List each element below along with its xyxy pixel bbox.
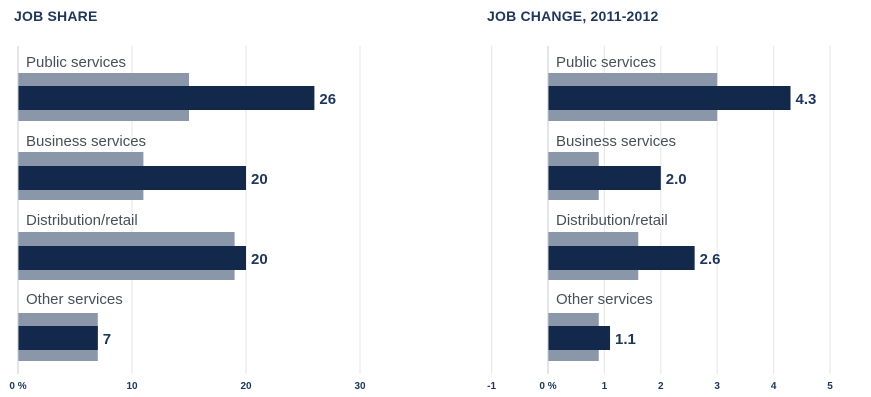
job-share-category-label-3: Other services bbox=[26, 291, 123, 308]
job-share-value-label-0: 26 bbox=[319, 91, 336, 108]
job-share-tick-label-3: 30 bbox=[354, 381, 366, 392]
job-share-tick-label-1: 10 bbox=[126, 381, 138, 392]
job-change-value-label-1: 2.0 bbox=[666, 171, 687, 188]
job-change-category-label-1: Business services bbox=[556, 133, 676, 150]
job-change-tick-label-0: -1 bbox=[487, 381, 496, 392]
job-change-tick-label-4: 3 bbox=[714, 381, 720, 392]
job-share-bar-dark-1 bbox=[18, 166, 246, 190]
job-change-bar-dark-0 bbox=[548, 86, 791, 110]
job-change-tick-label-3: 2 bbox=[658, 381, 664, 392]
job-change-value-label-3: 1.1 bbox=[615, 331, 636, 348]
job-share-value-label-2: 20 bbox=[251, 251, 268, 268]
job-share-category-label-2: Distribution/retail bbox=[26, 212, 138, 229]
job-change-tick-label-1: 0 % bbox=[539, 381, 556, 392]
job-change-bar-dark-2 bbox=[548, 246, 695, 270]
job-change-tick-label-5: 4 bbox=[771, 381, 777, 392]
job-change-tick-label-2: 1 bbox=[602, 381, 608, 392]
job-change-category-label-2: Distribution/retail bbox=[556, 212, 668, 229]
job-share-bar-dark-3 bbox=[18, 326, 98, 350]
job-share-value-label-1: 20 bbox=[251, 171, 268, 188]
job-change-bar-dark-1 bbox=[548, 166, 661, 190]
job-change-tick-label-6: 5 bbox=[827, 381, 833, 392]
job-share-value-label-3: 7 bbox=[103, 331, 111, 348]
job-share-tick-label-0: 0 % bbox=[9, 381, 26, 392]
job-change-value-label-0: 4.3 bbox=[796, 91, 817, 108]
job-share-title: JOB SHARE bbox=[14, 8, 98, 24]
job-share-bar-dark-2 bbox=[18, 246, 246, 270]
job-share-tick-label-2: 20 bbox=[240, 381, 252, 392]
job-change-category-label-3: Other services bbox=[556, 291, 653, 308]
job-change-bar-dark-3 bbox=[548, 326, 611, 350]
job-change-title: JOB CHANGE, 2011-2012 bbox=[487, 8, 659, 24]
job-share-category-label-0: Public services bbox=[26, 54, 126, 71]
job-share-category-label-1: Business services bbox=[26, 133, 146, 150]
job-change-category-label-0: Public services bbox=[556, 54, 656, 71]
job-share-bar-dark-0 bbox=[18, 86, 315, 110]
job-change-value-label-2: 2.6 bbox=[700, 251, 721, 268]
